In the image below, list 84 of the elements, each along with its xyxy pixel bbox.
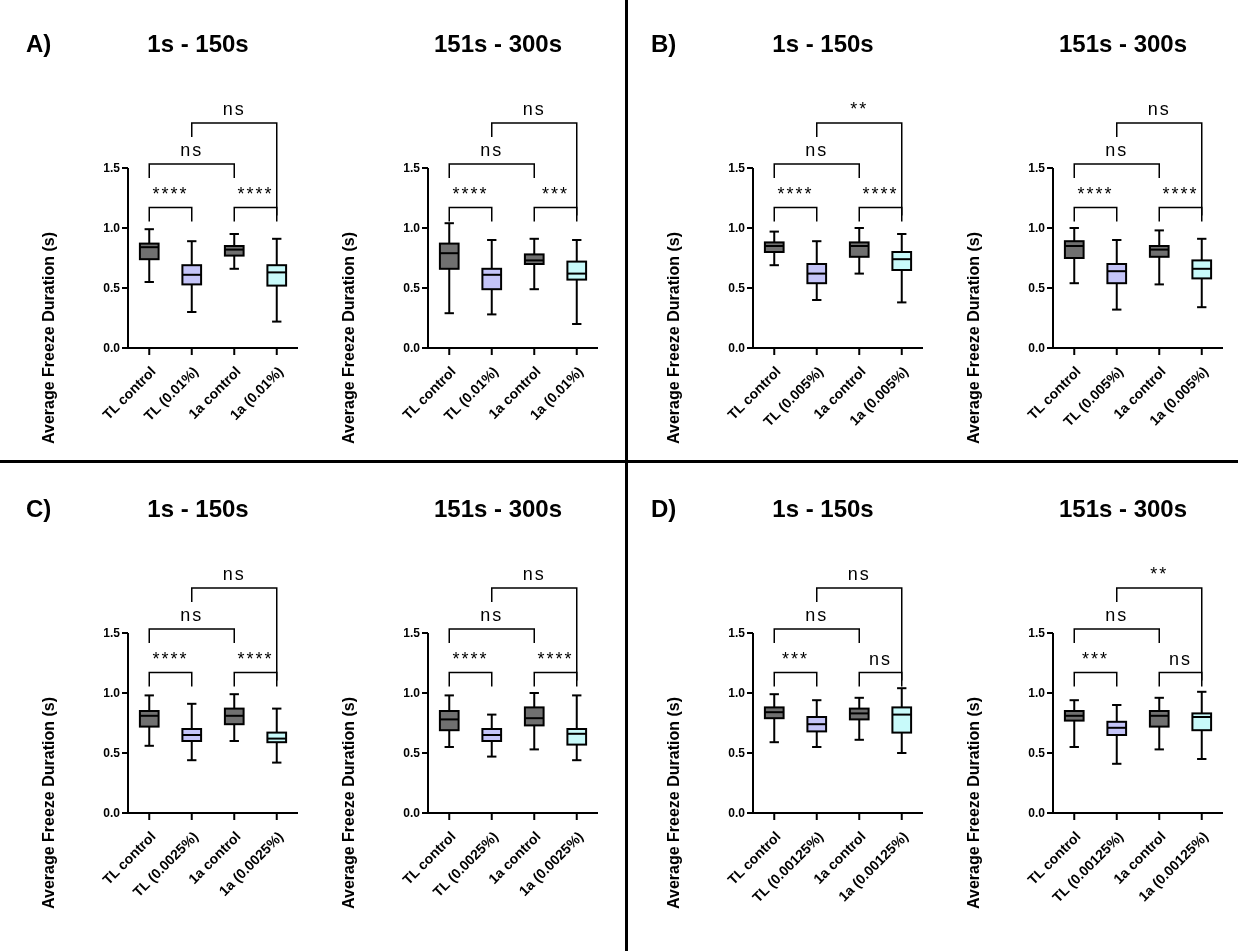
y-tick-label: 0.5 xyxy=(728,746,746,761)
text: ns xyxy=(1105,605,1129,625)
chart-title: 151s - 300s xyxy=(432,30,564,58)
annotation: *** xyxy=(781,648,810,669)
y-tick-label: 1.0 xyxy=(728,686,746,701)
annotation: **** xyxy=(237,183,274,204)
y-axis-title: Average Freeze Duration (s) xyxy=(39,697,57,909)
text: ns xyxy=(1147,99,1171,119)
y-tick-label: 1.5 xyxy=(403,161,421,176)
y-tick-label: 1.5 xyxy=(103,161,121,176)
text: ns xyxy=(180,605,204,625)
annotation: *** xyxy=(1081,648,1110,669)
y-tick-label: 1.0 xyxy=(1028,686,1046,701)
text: ns xyxy=(222,564,246,584)
chart-title: 1s - 150s xyxy=(771,30,875,58)
text: D) xyxy=(651,495,677,523)
y-tick-label: 0.0 xyxy=(103,341,121,356)
annotation: ns xyxy=(1168,648,1193,669)
annotation: **** xyxy=(152,648,189,669)
annotation: **** xyxy=(1077,183,1114,204)
y-tick-label: 0.0 xyxy=(103,806,121,821)
chart-title: 151s - 300s xyxy=(1057,30,1189,58)
annotation: **** xyxy=(452,648,489,669)
y-tick-label: 0.5 xyxy=(403,281,421,296)
y-tick-label: 1.0 xyxy=(403,686,421,701)
text: ns xyxy=(222,99,246,119)
y-tick-label: 0.5 xyxy=(103,281,121,296)
annotation: *** xyxy=(541,183,570,204)
y-axis-title: Average Freeze Duration (s) xyxy=(339,232,357,444)
y-tick-label: 0.0 xyxy=(1028,806,1046,821)
text: ns xyxy=(522,564,546,584)
y-tick-label: 0.5 xyxy=(1028,281,1046,296)
text: A) xyxy=(26,30,52,58)
text: ns xyxy=(180,140,204,160)
text: ns xyxy=(480,605,504,625)
text: C) xyxy=(26,495,52,523)
y-axis-title: Average Freeze Duration (s) xyxy=(964,697,982,909)
y-axis-title: Average Freeze Duration (s) xyxy=(664,697,682,909)
text: ns xyxy=(522,99,546,119)
annotation: **** xyxy=(152,183,189,204)
text: ns xyxy=(805,605,829,625)
y-tick-label: 1.0 xyxy=(403,221,421,236)
chart-title: 151s - 300s xyxy=(1057,495,1189,523)
text: ns xyxy=(847,564,871,584)
text: ** xyxy=(1150,564,1169,584)
y-tick-label: 1.5 xyxy=(728,626,746,641)
y-tick-label: 0.0 xyxy=(1028,341,1046,356)
y-tick-label: 0.5 xyxy=(103,746,121,761)
y-tick-label: 1.5 xyxy=(1028,626,1046,641)
text: ns xyxy=(805,140,829,160)
text: B) xyxy=(651,30,677,58)
y-axis-title: Average Freeze Duration (s) xyxy=(39,232,57,444)
text: ns xyxy=(1105,140,1129,160)
y-tick-label: 0.5 xyxy=(1028,746,1046,761)
y-tick-label: 1.0 xyxy=(728,221,746,236)
annotation: **** xyxy=(1162,183,1199,204)
y-tick-label: 0.5 xyxy=(403,746,421,761)
chart-title: 1s - 150s xyxy=(146,495,250,523)
y-tick-label: 1.5 xyxy=(103,626,121,641)
annotation: **** xyxy=(452,183,489,204)
y-tick-label: 1.0 xyxy=(1028,221,1046,236)
annotation: **** xyxy=(237,648,274,669)
y-axis-title: Average Freeze Duration (s) xyxy=(964,232,982,444)
text: ns xyxy=(480,140,504,160)
annotation: **** xyxy=(777,183,814,204)
chart-title: 151s - 300s xyxy=(432,495,564,523)
y-tick-label: 0.0 xyxy=(728,806,746,821)
y-tick-label: 1.0 xyxy=(103,686,121,701)
y-tick-label: 1.5 xyxy=(728,161,746,176)
y-axis-title: Average Freeze Duration (s) xyxy=(339,697,357,909)
chart-title: 1s - 150s xyxy=(146,30,250,58)
annotation: ns xyxy=(868,648,893,669)
y-tick-label: 1.5 xyxy=(403,626,421,641)
y-tick-label: 0.0 xyxy=(728,341,746,356)
y-tick-label: 0.0 xyxy=(403,806,421,821)
annotation: **** xyxy=(862,183,899,204)
y-tick-label: 0.0 xyxy=(403,341,421,356)
y-tick-label: 0.5 xyxy=(728,281,746,296)
text: ** xyxy=(850,99,869,119)
annotation: **** xyxy=(537,648,574,669)
y-axis-title: Average Freeze Duration (s) xyxy=(664,232,682,444)
chart-title: 1s - 150s xyxy=(771,495,875,523)
y-tick-label: 1.0 xyxy=(103,221,121,236)
y-tick-label: 1.5 xyxy=(1028,161,1046,176)
